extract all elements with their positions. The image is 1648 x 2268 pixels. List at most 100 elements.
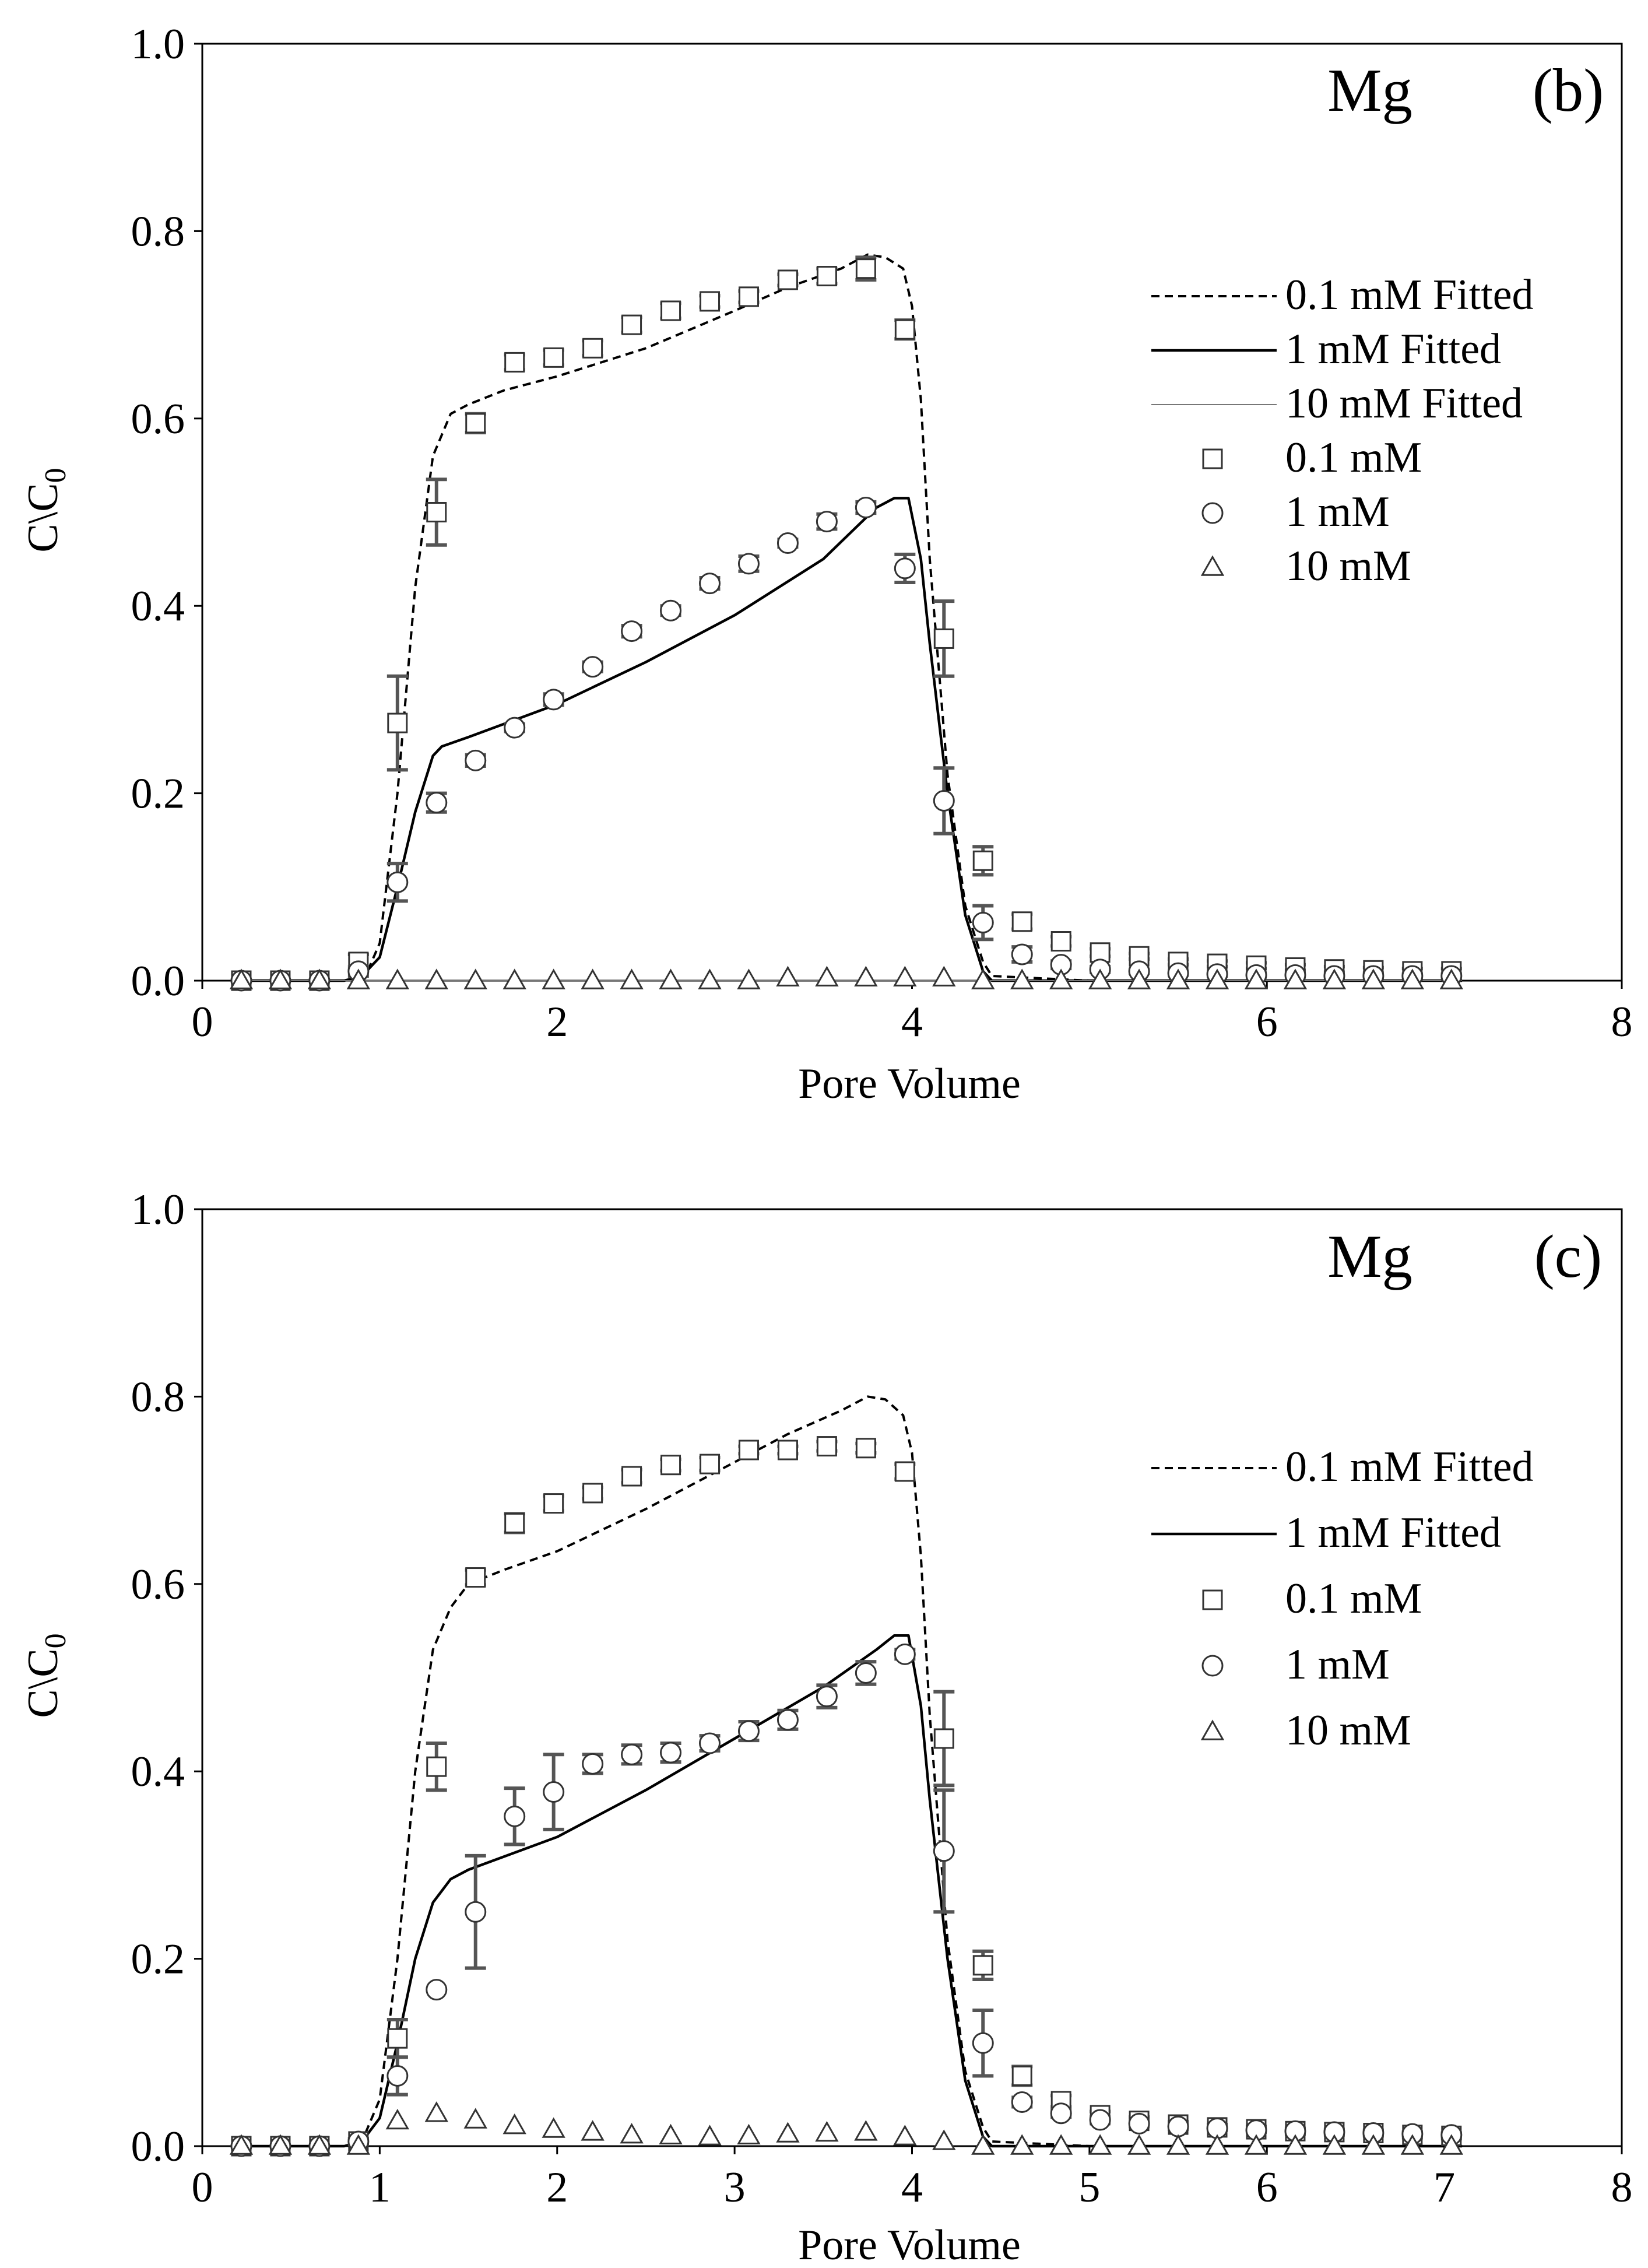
legend: 0.1 mM Fitted 1 mM Fitted 0.1 mM 1 mM 10 mM	[1151, 1443, 1534, 1754]
data-point-square	[1011, 2065, 1032, 2086]
x-tick-label: 6	[1256, 2164, 1278, 2211]
data-point-square	[504, 352, 525, 373]
data-point-triangle	[1283, 2134, 1308, 2155]
data-point-circle	[1050, 2102, 1072, 2125]
data-point-circle	[543, 689, 565, 711]
legend-label: 0.1 mM Fitted	[1285, 271, 1534, 319]
data-point-circle	[855, 1662, 877, 1684]
data-point-triangle	[698, 2125, 722, 2146]
chart-panel-b: 0.0 0.2 0.4 0.6 0.8 1.0 0 2 4 6 8 Mg (b) Pore Vol…	[19, 20, 1633, 1108]
data-point-triangle	[1049, 2134, 1073, 2155]
x-tick-label: 8	[1611, 998, 1633, 1046]
data-point-square	[582, 1483, 603, 1504]
data-point-square	[426, 502, 447, 522]
data-point-square	[465, 413, 486, 434]
y-tick-label: 0.6	[131, 395, 185, 443]
data-point-triangle	[893, 966, 917, 986]
data-point-triangle	[659, 2123, 683, 2145]
data-point-triangle	[1400, 2134, 1425, 2155]
data-point-triangle	[1010, 2134, 1034, 2155]
data-point-triangle	[1400, 968, 1425, 989]
legend-label: 10 mM Fitted	[1285, 380, 1523, 427]
data-point-triangle	[1166, 2134, 1190, 2155]
data-point-circle	[504, 717, 526, 739]
x-tick-label: 3	[724, 2164, 746, 2211]
y-tick-label: 0.2	[131, 770, 185, 818]
data-point-triangle	[424, 2101, 448, 2122]
data-point-triangle	[1049, 968, 1073, 989]
data-point-square	[777, 269, 798, 290]
x-axis-label: Pore Volume	[798, 1060, 1021, 1108]
data-point-circle	[699, 573, 721, 595]
data-point-square	[387, 2028, 408, 2049]
data-point-square	[777, 1440, 798, 1460]
data-point-square	[543, 347, 564, 368]
legend-label: 1 mM Fitted	[1285, 325, 1501, 373]
y-tick-label: 0.0	[131, 2123, 185, 2171]
legend-label: 1 mM	[1285, 488, 1390, 536]
data-point-triangle	[1244, 2134, 1268, 2155]
data-point-triangle	[737, 2123, 761, 2145]
data-point-square	[933, 1728, 954, 1749]
legend-label: 10 mM	[1285, 1707, 1411, 1754]
x-tick-label: 0	[192, 998, 213, 1046]
data-point-triangle	[1205, 968, 1229, 989]
data-point-triangle	[737, 968, 761, 989]
data-point-triangle	[346, 968, 371, 989]
data-point-square	[933, 628, 954, 649]
data-point-square	[660, 300, 681, 321]
data-point-square	[972, 850, 993, 871]
data-point-circle	[660, 1742, 682, 1764]
x-tick-label: 1	[369, 2164, 391, 2211]
data-point-triangle	[463, 2108, 487, 2129]
data-point-square	[543, 1493, 564, 1514]
data-point-circle	[1128, 2112, 1150, 2134]
data-point-triangle	[503, 968, 526, 989]
data-point-triangle	[698, 968, 722, 989]
y-axis-label-subscript: 0	[39, 1633, 72, 1648]
x-tick-label: 4	[901, 2164, 923, 2211]
data-point-square	[738, 1440, 759, 1460]
data-point-circle	[1167, 2115, 1189, 2137]
data-point-circle	[894, 1643, 916, 1665]
y-axis-label-main: C\C	[19, 1648, 67, 1718]
data-point-triangle	[620, 2123, 644, 2144]
data-point-triangle	[620, 968, 644, 989]
data-point-circle	[386, 2065, 409, 2087]
legend-marker-circle	[1201, 1655, 1224, 1677]
data-point-circle	[933, 1840, 955, 1862]
data-point-square	[894, 1461, 915, 1482]
data-point-circle	[776, 1709, 799, 1731]
data-point-square	[504, 1512, 525, 1533]
data-point-triangle	[229, 968, 254, 989]
y-axis-label: C\C0	[19, 468, 72, 552]
data-point-triangle	[971, 2134, 995, 2155]
data-point-triangle	[1361, 2134, 1386, 2155]
data-point-circle	[543, 1781, 565, 1803]
x-axis-label: Pore Volume	[798, 2221, 1021, 2268]
data-point-circle	[855, 496, 877, 518]
data-point-square	[855, 1438, 876, 1459]
data-point-triangle	[776, 966, 800, 986]
x-tick-label: 2	[546, 998, 568, 1046]
data-point-triangle	[307, 2134, 332, 2155]
legend-marker-triangle	[1200, 1719, 1225, 1740]
data-point-triangle	[1322, 968, 1347, 989]
x-tick-label: 2	[546, 2164, 568, 2211]
data-point-triangle	[1439, 968, 1463, 989]
y-tick-label: 0.6	[131, 1561, 185, 1609]
data-point-circle	[426, 792, 448, 814]
data-point-circle	[816, 511, 838, 533]
data-point-triangle	[1127, 2134, 1151, 2155]
data-point-square	[660, 1455, 681, 1476]
data-point-circle	[621, 1743, 643, 1765]
x-tick-label: 7	[1433, 2164, 1455, 2211]
data-point-triangle	[1088, 2134, 1112, 2155]
data-point-circle	[776, 532, 799, 554]
data-point-circle	[660, 599, 682, 622]
data-point-triangle	[463, 968, 487, 989]
data-point-triangle	[385, 2108, 409, 2130]
data-point-triangle	[268, 968, 293, 989]
data-point-triangle	[659, 968, 683, 989]
data-point-square	[387, 712, 408, 733]
